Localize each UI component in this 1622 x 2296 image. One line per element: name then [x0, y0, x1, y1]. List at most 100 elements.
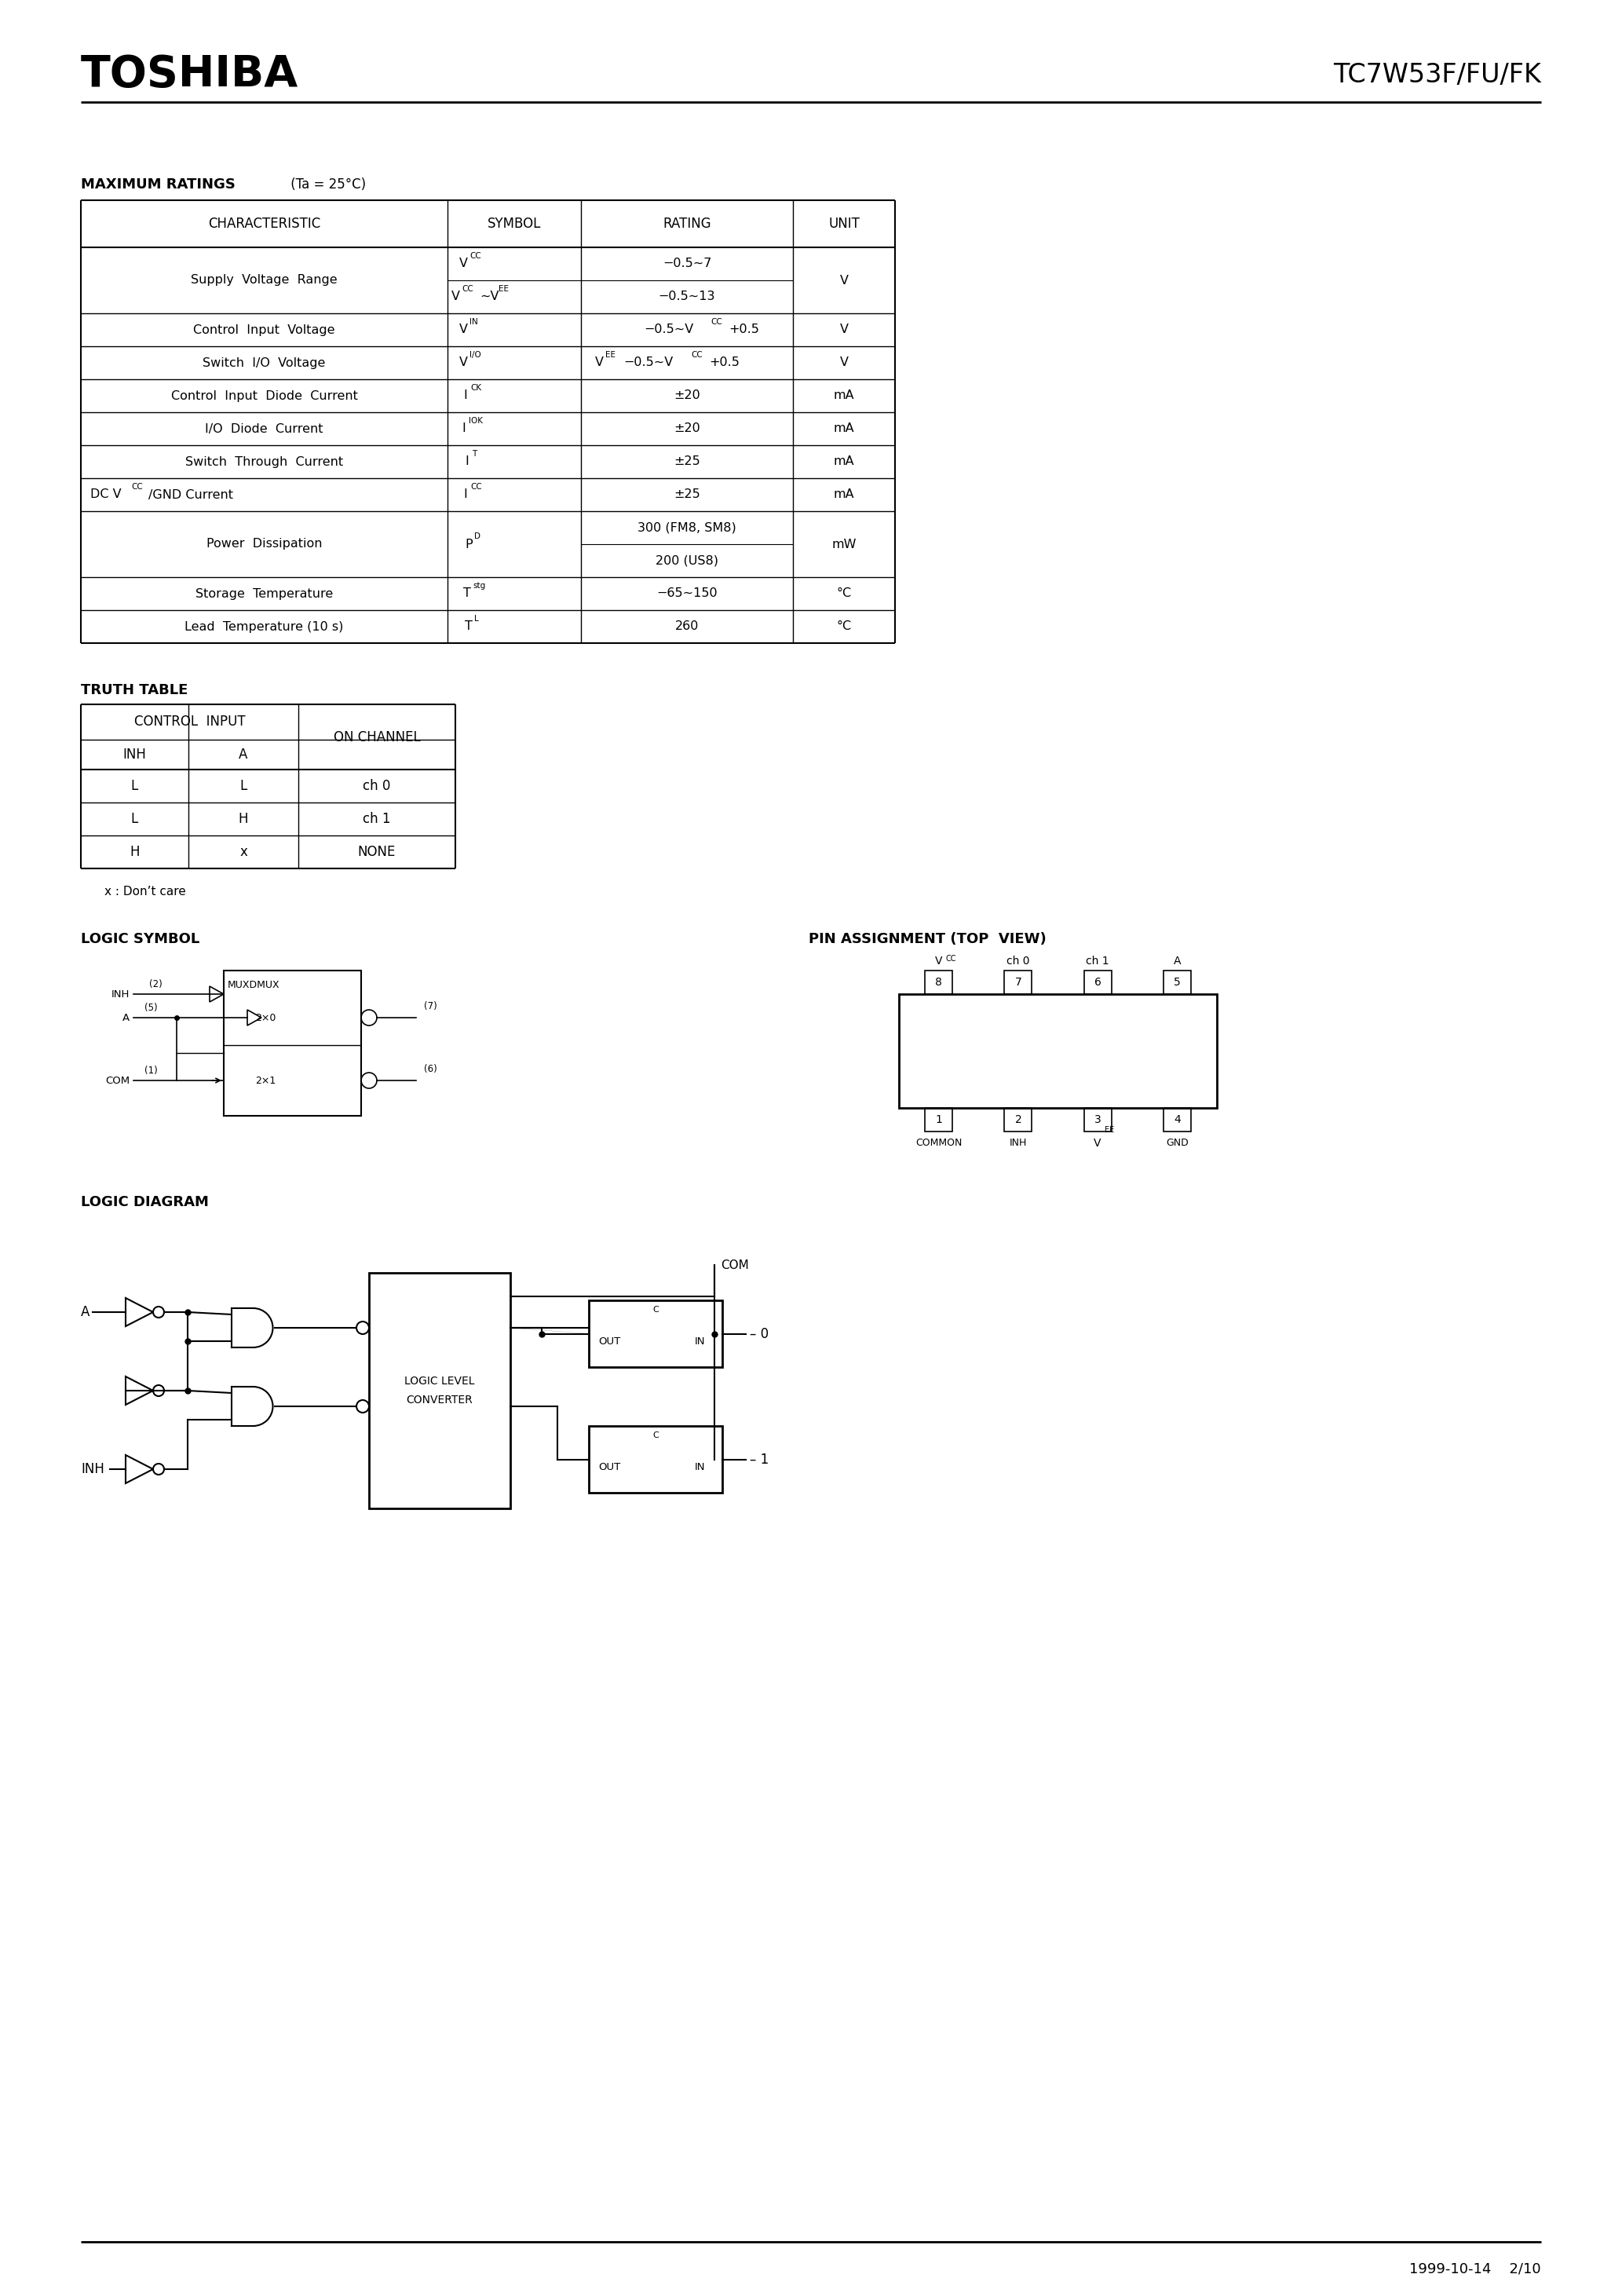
Text: D: D [474, 533, 480, 540]
Polygon shape [125, 1378, 152, 1405]
Text: 2×1: 2×1 [255, 1075, 276, 1086]
Text: I/O: I/O [469, 351, 482, 358]
Text: Switch  Through  Current: Switch Through Current [185, 457, 344, 468]
Text: mA: mA [834, 457, 855, 468]
Text: RATING: RATING [663, 216, 710, 232]
Text: CC: CC [131, 482, 143, 491]
Text: COM: COM [105, 1075, 130, 1086]
Text: – 0: – 0 [749, 1327, 769, 1341]
Text: C: C [652, 1306, 659, 1313]
Text: EE: EE [605, 351, 615, 358]
Text: – 1: – 1 [749, 1453, 769, 1467]
Text: ±20: ±20 [673, 390, 701, 402]
Text: mA: mA [834, 390, 855, 402]
Text: V: V [840, 276, 848, 287]
Text: L: L [474, 615, 478, 622]
Text: L: L [240, 778, 247, 792]
Text: Control  Input  Diode  Current: Control Input Diode Current [170, 390, 357, 402]
Text: IN: IN [469, 319, 478, 326]
Text: EE: EE [1105, 1125, 1114, 1134]
Text: V: V [459, 257, 467, 269]
Text: +0.5: +0.5 [709, 356, 740, 370]
Polygon shape [125, 1297, 152, 1327]
Text: CONTROL  INPUT: CONTROL INPUT [135, 714, 245, 730]
Bar [368, 1272, 511, 1508]
Text: (6): (6) [423, 1065, 436, 1075]
Text: LOGIC SYMBOL: LOGIC SYMBOL [81, 932, 200, 946]
Text: −0.5~7: −0.5~7 [662, 257, 712, 269]
Bar [589, 1300, 722, 1366]
Text: V: V [459, 324, 467, 335]
Text: TC7W53F/FU/FK: TC7W53F/FU/FK [1333, 62, 1541, 87]
Text: mA: mA [834, 422, 855, 434]
Text: Storage  Temperature: Storage Temperature [195, 588, 333, 599]
Text: +0.5: +0.5 [728, 324, 759, 335]
Text: A: A [238, 748, 248, 762]
Text: NONE: NONE [358, 845, 396, 859]
Bar [1163, 971, 1191, 994]
Text: COM: COM [720, 1258, 749, 1272]
Text: 8: 8 [936, 976, 942, 987]
Text: 3: 3 [1095, 1114, 1101, 1125]
Text: EE: EE [498, 285, 509, 294]
Bar [1004, 1109, 1032, 1132]
Text: (1): (1) [144, 1065, 157, 1075]
Text: GND: GND [1166, 1139, 1189, 1148]
Text: 1999-10-14    2/10: 1999-10-14 2/10 [1410, 2262, 1541, 2275]
Text: H: H [238, 813, 248, 827]
Text: 300 (FM8, SM8): 300 (FM8, SM8) [637, 521, 736, 533]
Text: I/O  Diode  Current: I/O Diode Current [204, 422, 323, 434]
Text: I: I [466, 457, 469, 468]
Text: I: I [464, 390, 467, 402]
Text: (2): (2) [149, 978, 162, 990]
Text: °C: °C [837, 588, 852, 599]
Text: T: T [466, 620, 472, 631]
Text: CONVERTER: CONVERTER [407, 1394, 474, 1405]
Text: SYMBOL: SYMBOL [487, 216, 542, 232]
Text: V: V [840, 324, 848, 335]
Text: L: L [131, 813, 138, 827]
Text: (7): (7) [423, 1001, 436, 1013]
Text: C: C [652, 1430, 659, 1440]
Text: I: I [464, 489, 467, 501]
Text: x : Don’t care: x : Don’t care [104, 886, 187, 898]
Text: CC: CC [462, 285, 474, 294]
Text: CHARACTERISTIC: CHARACTERISTIC [208, 216, 321, 232]
Text: OUT: OUT [599, 1463, 621, 1472]
Text: A: A [1173, 955, 1181, 967]
Text: MAXIMUM RATINGS: MAXIMUM RATINGS [81, 177, 235, 191]
Text: 2×0: 2×0 [255, 1013, 276, 1022]
Text: IN: IN [694, 1336, 706, 1348]
Text: Power  Dissipation: Power Dissipation [206, 537, 323, 551]
Text: °C: °C [837, 620, 852, 631]
Text: 1: 1 [936, 1114, 942, 1125]
Polygon shape [247, 1010, 261, 1026]
Text: −0.5~V: −0.5~V [623, 356, 673, 370]
Text: stg: stg [472, 581, 485, 590]
Text: I: I [462, 422, 466, 434]
Text: −0.5~13: −0.5~13 [659, 292, 715, 303]
Text: IN: IN [694, 1463, 706, 1472]
Bar [1083, 971, 1111, 994]
Text: ch 0: ch 0 [1007, 955, 1030, 967]
Bar [589, 1426, 722, 1492]
Text: CC: CC [470, 482, 482, 491]
Text: INH: INH [81, 1463, 104, 1476]
Bar [224, 971, 362, 1116]
Text: TOSHIBA: TOSHIBA [81, 53, 298, 96]
Text: ±25: ±25 [673, 489, 701, 501]
Text: P: P [466, 537, 472, 551]
Text: Lead  Temperature (10 s): Lead Temperature (10 s) [185, 620, 344, 631]
Text: V: V [459, 356, 467, 370]
Bar [1004, 971, 1032, 994]
Text: x: x [240, 845, 247, 859]
Text: 6: 6 [1095, 976, 1101, 987]
Bar [925, 1109, 952, 1132]
Bar [1083, 1109, 1111, 1132]
Text: L: L [131, 778, 138, 792]
Text: 260: 260 [675, 620, 699, 631]
Text: mA: mA [834, 489, 855, 501]
Text: COMMON: COMMON [915, 1139, 962, 1148]
Text: OUT: OUT [599, 1336, 621, 1348]
Bar [925, 971, 952, 994]
